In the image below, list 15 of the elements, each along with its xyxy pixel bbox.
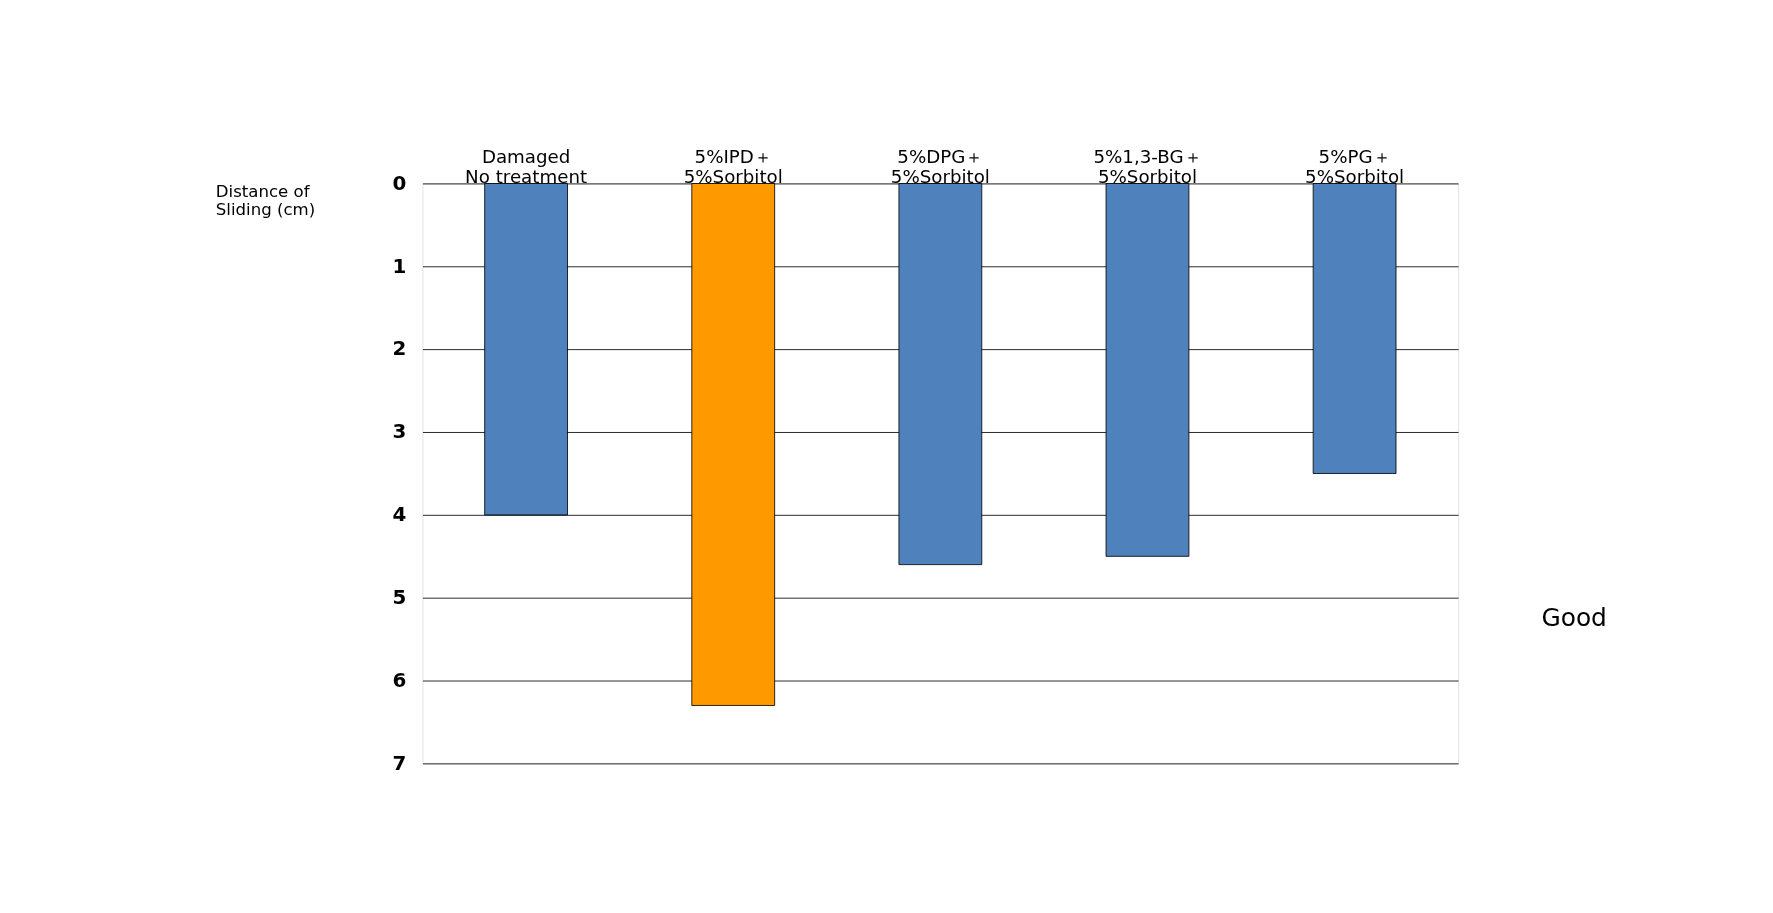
y-tick-label: 6 xyxy=(392,668,407,692)
y-tick-label: 2 xyxy=(392,337,407,361)
y-tick-label: 7 xyxy=(392,751,407,775)
y-tick-label: 0 xyxy=(392,171,407,195)
y-axis-title: Distance of Sliding (cm) xyxy=(215,182,316,220)
x-tick-label: 5%1,3-BG＋ 5%Sorbitol xyxy=(1093,146,1202,188)
y-tick-label: 5 xyxy=(392,585,407,609)
y-tick-label: 3 xyxy=(392,420,407,444)
x-tick-label: 5%DPG＋ 5%Sorbitol xyxy=(890,146,990,188)
text: Good xyxy=(1541,602,1607,632)
x-tick-label: 5%IPD＋ 5%Sorbitol xyxy=(683,146,783,188)
y-tick-label: 1 xyxy=(392,254,407,278)
x-tick-label: Damaged No treatment xyxy=(465,146,588,188)
x-tick-label: 5%PG＋ 5%Sorbitol xyxy=(1305,146,1405,188)
y-tick-label: 4 xyxy=(392,503,407,527)
